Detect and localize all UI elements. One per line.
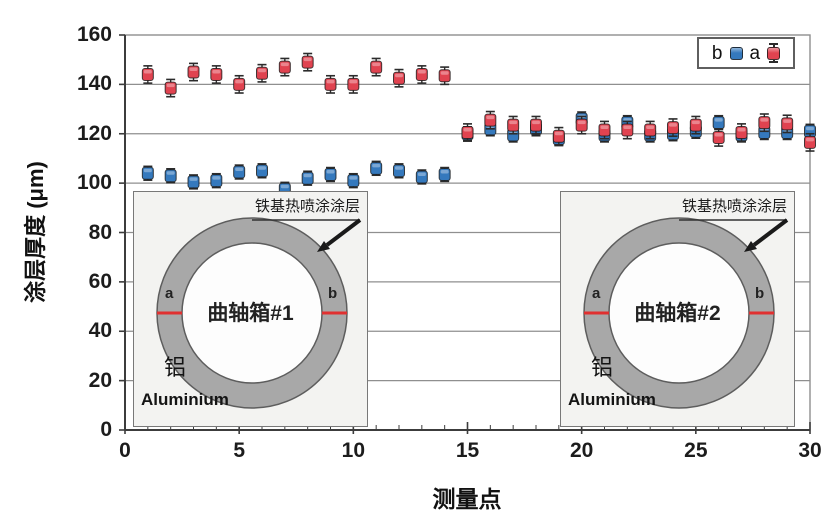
data-point-a-23 (644, 120, 657, 140)
data-point-a-28 (758, 113, 771, 133)
legend: b a (697, 37, 795, 69)
data-point-b-13 (415, 169, 428, 185)
data-point-b-3 (187, 174, 200, 190)
data-point-b-10 (347, 172, 360, 189)
mark-a-label: a (165, 285, 174, 302)
data-point-a-12 (393, 68, 405, 88)
data-point-a-21 (598, 120, 611, 140)
x-tick-label: 25 (684, 439, 708, 462)
data-point-b-6 (256, 163, 268, 179)
data-point-b-12 (393, 163, 405, 179)
data-point-a-13 (415, 65, 428, 84)
mark-a-label: a (592, 285, 601, 302)
y-tick-label: 160 (76, 23, 112, 46)
data-point-a-22 (621, 120, 634, 140)
coating-annotation: 铁基热喷涂涂层 (254, 198, 360, 215)
data-point-a-18 (530, 115, 542, 135)
x-tick-label: 5 (233, 439, 245, 462)
data-point-a-29 (781, 114, 794, 134)
crankcase-2-inset: 铁基热喷涂涂层 曲轴箱#2 a b 铝 Aluminium (560, 191, 795, 427)
data-point-a-24 (667, 118, 679, 138)
data-point-a-8 (301, 52, 314, 72)
data-point-b-9 (324, 166, 337, 183)
crankcase-1-inset: 铁基热喷涂涂层 曲轴箱#1 a b 铝 Aluminium (133, 191, 368, 427)
y-tick-label: 120 (76, 121, 112, 145)
data-point-a-19 (552, 126, 565, 146)
x-tick-label: 20 (569, 439, 594, 462)
data-point-a-4 (210, 65, 223, 84)
y-tick-label: 140 (76, 72, 112, 96)
data-point-a-7 (278, 57, 291, 77)
y-axis-title: 涂层厚度 (μm) (23, 161, 48, 303)
x-axis-title: 测量点 (432, 486, 502, 512)
data-point-a-2 (164, 78, 177, 98)
data-point-a-17 (507, 115, 520, 135)
data-point-a-1 (141, 65, 154, 84)
legend-marker-a-icon (767, 42, 781, 64)
y-tick-label: 20 (88, 368, 112, 392)
legend-label-b: b (711, 42, 723, 64)
mark-b-label: b (328, 285, 338, 302)
material-label-cn: 铝 (164, 355, 187, 380)
crankcase-2-title: 曲轴箱#2 (634, 302, 721, 325)
data-point-a-6 (256, 63, 268, 83)
data-point-a-11 (370, 57, 383, 77)
data-point-a-30 (804, 132, 816, 152)
y-tick-label: 0 (100, 418, 112, 441)
legend-marker-b-icon (729, 42, 743, 64)
x-tick-label: 10 (341, 439, 365, 462)
coating-annotation: 铁基热喷涂涂层 (681, 198, 787, 215)
data-point-b-2 (164, 168, 177, 184)
data-point-a-5 (233, 74, 246, 94)
x-tick-label: 0 (119, 439, 131, 462)
data-point-a-9 (324, 74, 337, 94)
data-point-a-16 (484, 110, 497, 130)
data-point-a-3 (187, 62, 200, 82)
annotation-arrowhead-icon (744, 241, 757, 252)
data-point-b-26 (712, 114, 725, 131)
y-tick-label: 80 (88, 220, 112, 244)
annotation-arrow-line (752, 218, 789, 247)
data-point-a-20 (575, 115, 588, 135)
y-tick-label: 100 (76, 171, 112, 195)
crankcase-1-title: 曲轴箱#1 (207, 302, 294, 325)
x-tick-label: 15 (455, 439, 480, 462)
data-point-a-14 (438, 66, 451, 86)
crankcase-2-ring-diagram (583, 217, 789, 409)
data-point-a-26 (712, 128, 725, 147)
y-tick-label: 60 (88, 269, 112, 293)
data-point-b-4 (210, 172, 223, 189)
data-point-a-15 (461, 123, 474, 142)
mark-b-label: b (755, 285, 765, 302)
data-point-b-1 (141, 165, 154, 181)
annotation-arrow-line (325, 218, 362, 247)
legend-label-a: a (749, 42, 761, 64)
material-label-en: Aluminium (141, 390, 229, 409)
data-point-a-27 (735, 123, 748, 142)
data-point-a-10 (347, 74, 360, 94)
material-label-cn: 铝 (591, 355, 614, 380)
data-point-b-11 (370, 160, 383, 177)
data-point-a-25 (689, 115, 702, 135)
material-label-en: Aluminium (568, 390, 656, 409)
data-point-b-5 (233, 164, 246, 180)
data-point-b-8 (301, 170, 314, 186)
x-tick-label: 30 (798, 439, 822, 462)
crankcase-1-ring-diagram (156, 217, 362, 409)
y-tick-label: 40 (88, 319, 112, 343)
annotation-arrowhead-icon (317, 241, 330, 252)
data-point-b-14 (438, 166, 451, 183)
